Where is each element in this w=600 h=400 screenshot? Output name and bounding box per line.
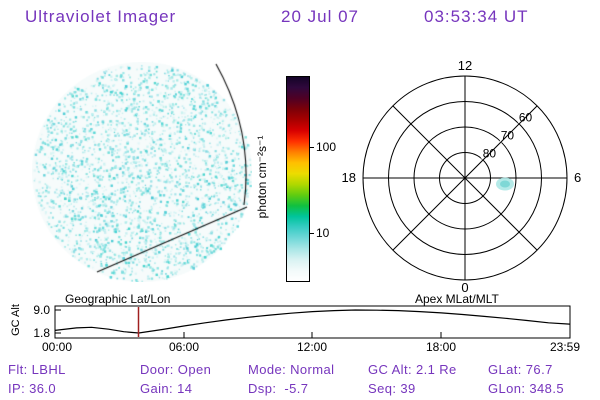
uv-image-canvas xyxy=(32,62,252,282)
status-glat: GLat: 76.7 xyxy=(488,362,553,377)
colorbar-tick-mark xyxy=(309,233,314,234)
x-tick-label: 06:00 xyxy=(169,340,199,354)
status-dsp: Dsp: -5.7 xyxy=(248,381,309,396)
colorbar xyxy=(286,76,310,282)
status-seq: Seq: 39 xyxy=(368,381,416,396)
colorbar-tick-label-100: 100 xyxy=(316,140,337,154)
status-gain: Gain: 14 xyxy=(140,381,193,396)
mlt-label-12: 12 xyxy=(458,58,472,73)
status-glon: GLon: 348.5 xyxy=(488,381,564,396)
altitude-curve xyxy=(54,309,570,334)
status-mode: Mode: Normal xyxy=(248,362,335,377)
status-door: Door: Open xyxy=(140,362,212,377)
status-row-1: Flt: LBHL Door: Open Mode: Normal GC Alt… xyxy=(0,362,600,380)
mlt-label-0: 0 xyxy=(461,280,468,295)
status-row-2: IP: 36.0 Gain: 14 Dsp: -5.7 Seq: 39 GLon… xyxy=(0,381,600,399)
y-tick-label: 9.0 xyxy=(33,303,50,317)
mlt-label-18: 18 xyxy=(342,170,356,185)
strip-left-title: Geographic Lat/Lon xyxy=(65,293,170,306)
aurora-emission-core xyxy=(500,180,510,188)
x-tick-label: 18:00 xyxy=(426,340,456,354)
x-tick-label: 00:00 xyxy=(42,340,72,354)
x-tick-label: 23:59 xyxy=(550,340,580,354)
colorbar-tick-label-10: 10 xyxy=(316,226,330,240)
app-title: Ultraviolet Imager xyxy=(25,7,177,26)
strip-right-title: Apex MLat/MLT xyxy=(415,293,499,306)
status-gc-alt: GC Alt: 2.1 Re xyxy=(368,362,457,377)
status-ip: IP: 36.0 xyxy=(8,381,57,396)
time-label: 03:53:34 UT xyxy=(424,7,529,26)
orbit-strip-chart: Geographic Lat/Lon Apex MLat/MLT 9.0 1.8… xyxy=(33,293,580,354)
date-label: 20 Jul 07 xyxy=(281,7,359,26)
status-filter: Flt: LBHL xyxy=(8,362,66,377)
polar-diagonal-ne-sw xyxy=(392,105,538,251)
x-tick-label: 12:00 xyxy=(297,340,327,354)
y-tick-label: 1.8 xyxy=(33,326,50,340)
colorbar-unit-label: photon cm⁻²s⁻¹ xyxy=(255,135,269,219)
mlt-label-6: 6 xyxy=(574,170,581,185)
colorbar-tick-mark xyxy=(309,147,314,148)
